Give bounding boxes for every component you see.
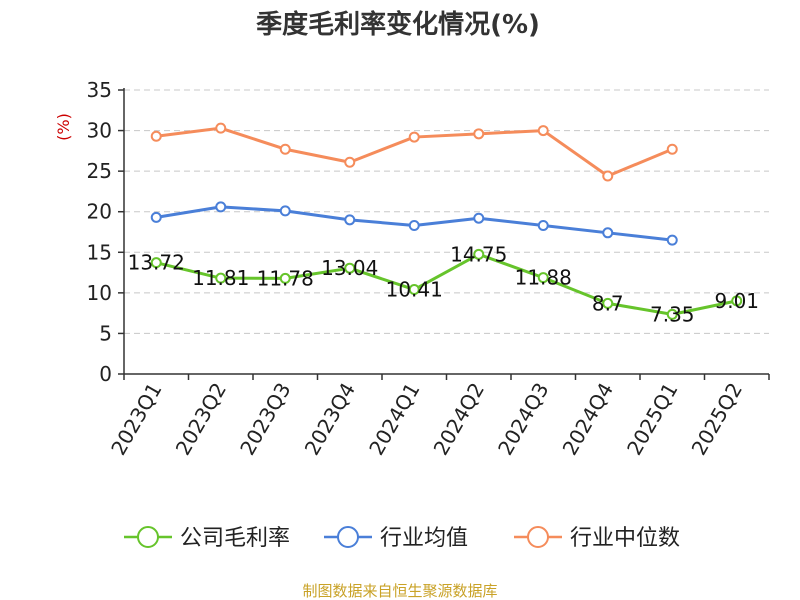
x-tick-label-2024Q4: 2024Q4: [558, 379, 618, 460]
point-2-2025Q1: [666, 143, 678, 155]
x-tick-label-2025Q1: 2025Q1: [622, 379, 682, 460]
point-1-2024Q1: [408, 220, 420, 232]
legend-label-1: 行业均值: [380, 526, 468, 551]
x-tick-label-2025Q2: 2025Q2: [687, 379, 747, 460]
grid-lines: [124, 89, 769, 334]
point-0-2023Q2: [215, 272, 227, 284]
point-2-2023Q1: [150, 130, 162, 142]
x-tick-label-2023Q3: 2023Q3: [235, 379, 295, 460]
data-label-2023Q1: 13.72: [128, 251, 185, 275]
series-2: [150, 122, 678, 182]
point-2-2024Q2: [473, 128, 485, 140]
legend-label-2: 行业中位数: [570, 526, 680, 551]
point-0-2023Q1: [150, 257, 162, 269]
point-0-2024Q2: [473, 248, 485, 260]
y-tick-label-35: 35: [87, 78, 112, 102]
point-1-2023Q3: [279, 205, 291, 217]
y-tick-label-0: 0: [99, 362, 112, 386]
data-label-2023Q4: 13.04: [321, 256, 378, 280]
legend-marker-0: [137, 526, 159, 548]
legend-marker-1: [337, 526, 359, 548]
x-tick-label-2024Q2: 2024Q2: [429, 379, 489, 460]
y-tick-label-15: 15: [87, 240, 112, 264]
point-1-2025Q1: [666, 234, 678, 246]
point-1-2023Q2: [215, 201, 227, 213]
legend-marker-2: [527, 526, 549, 548]
point-2-2023Q2: [215, 122, 227, 134]
data-label-2025Q1: 7.35: [650, 302, 695, 326]
data-label-2024Q2: 14.75: [450, 242, 507, 266]
point-1-2024Q4: [602, 227, 614, 239]
point-1-2023Q1: [150, 211, 162, 223]
point-1-2023Q4: [344, 214, 356, 226]
chart-title: 季度毛利率变化情况(%): [256, 9, 540, 40]
point-0-2024Q4: [602, 297, 614, 309]
point-2-2023Q4: [344, 156, 356, 168]
point-0-2023Q4: [344, 262, 356, 274]
x-tick-label-2023Q4: 2023Q4: [300, 379, 360, 460]
series-lines: [150, 122, 743, 320]
legend-item-2: 行业中位数: [514, 526, 680, 551]
x-tick-label-2024Q1: 2024Q1: [364, 379, 424, 460]
data-source-note: 制图数据来自恒生聚源数据库: [302, 582, 497, 600]
y-tick-label-30: 30: [87, 119, 112, 143]
data-label-2024Q4: 8.7: [592, 291, 624, 315]
series-0: [150, 248, 743, 320]
series-line-0: [155, 252, 738, 316]
data-label-2024Q1: 10.41: [386, 278, 443, 302]
point-0-2023Q3: [279, 272, 291, 284]
y-axis-unit-label: (%): [54, 113, 73, 141]
legend-item-0: 公司毛利率: [124, 526, 290, 551]
legend-label-0: 公司毛利率: [180, 526, 290, 551]
point-0-2024Q1: [408, 284, 420, 296]
point-2-2023Q3: [279, 143, 291, 155]
x-tick-label-2024Q3: 2024Q3: [493, 379, 553, 460]
x-tick-label-2023Q2: 2023Q2: [171, 379, 231, 460]
point-0-2024Q3: [537, 272, 549, 284]
legend-item-1: 行业均值: [324, 526, 468, 551]
legend: 公司毛利率 行业均值 行业中位数: [124, 526, 680, 551]
y-tick-label-20: 20: [87, 200, 112, 224]
y-tick-label-25: 25: [87, 159, 112, 183]
data-label-2023Q2: 11.81: [192, 266, 249, 290]
series-1: [150, 201, 678, 246]
point-0-2025Q1: [666, 308, 678, 320]
point-2-2024Q1: [408, 131, 420, 143]
y-tick-label-10: 10: [87, 281, 112, 305]
point-1-2024Q2: [473, 212, 485, 224]
data-label-2023Q3: 11.78: [257, 266, 314, 290]
point-2-2024Q4: [602, 170, 614, 182]
point-0-2025Q2: [731, 295, 743, 307]
x-tick-label-2023Q1: 2023Q1: [106, 379, 166, 460]
data-label-2025Q2: 9.01: [714, 289, 759, 313]
point-2-2024Q3: [537, 125, 549, 137]
point-1-2024Q3: [537, 220, 549, 232]
data-labels: 13.72 11.81 11.78 13.04 10.41 14.75 11.88 8.7 7.…: [128, 242, 759, 326]
y-tick-label-5: 5: [99, 321, 112, 345]
data-label-2024Q3: 11.88: [515, 266, 572, 290]
